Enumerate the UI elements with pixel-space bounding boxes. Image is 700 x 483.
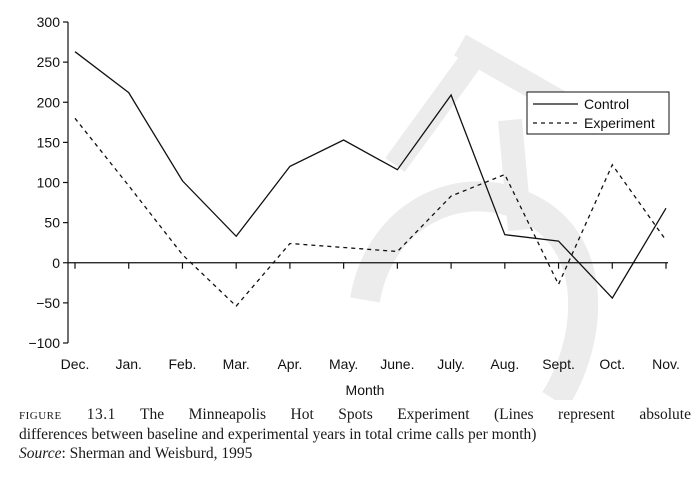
- source-label: Source: [19, 445, 62, 462]
- y-tick-label: 300: [37, 14, 61, 30]
- y-tick-label: 250: [37, 54, 61, 70]
- x-tick-label: May.: [329, 356, 358, 372]
- y-tick-label: −100: [28, 335, 60, 351]
- source-text: : Sherman and Weisburd, 1995: [61, 445, 253, 462]
- x-tick-label: June.: [380, 356, 414, 372]
- x-tick-label: July.: [437, 356, 465, 372]
- y-tick-label: 150: [37, 134, 61, 150]
- y-tick-label: 200: [37, 94, 61, 110]
- x-tick-label: Feb.: [168, 356, 196, 372]
- x-tick-label: Aug.: [490, 356, 519, 372]
- y-tick-label: 0: [52, 255, 60, 271]
- legend-label-experiment: Experiment: [584, 115, 655, 131]
- x-tick-label: Sept.: [542, 356, 575, 372]
- caption-line-1: figure 13.1 The Minneapolis Hot Spots Ex…: [19, 405, 691, 425]
- series-group: [74, 51, 667, 308]
- caption-source: Source: Sherman and Weisburd, 1995: [19, 444, 691, 464]
- watermark-curve: [350, 181, 599, 400]
- x-axis-title: Month: [346, 382, 385, 398]
- x-tick-label: Apr.: [277, 356, 302, 372]
- y-tick-label: 100: [37, 175, 61, 191]
- y-tick-label: 50: [44, 215, 60, 231]
- legend-box: [526, 91, 670, 135]
- legend: Control Experiment: [526, 91, 670, 135]
- y-tick-label: −50: [36, 295, 60, 311]
- legend-label-control: Control: [584, 96, 629, 112]
- caption-title: The Minneapolis Hot Spots Experiment (Li…: [140, 406, 691, 423]
- caption-line-2: differences between baseline and experim…: [19, 425, 537, 443]
- series-line-experiment: [74, 117, 667, 308]
- figure-caption: figure 13.1 The Minneapolis Hot Spots Ex…: [19, 405, 691, 464]
- series-line-control: [74, 51, 667, 300]
- x-tick-label: Jan.: [115, 356, 141, 372]
- x-tick-label: Nov.: [652, 356, 680, 372]
- x-tick-label: Mar.: [223, 356, 250, 372]
- x-tick-label: Dec.: [61, 356, 90, 372]
- x-tick-label: Oct.: [599, 356, 625, 372]
- chart: −100 −50 0 50 100 150 200 250 300 Dec. Jan. Feb. Mar…: [28, 14, 680, 400]
- axes: −100 −50 0 50 100 150 200 250 300 Dec. Jan. Feb. Mar…: [28, 14, 679, 398]
- watermark: [350, 34, 606, 400]
- figure-label: figure 13.1: [19, 406, 116, 423]
